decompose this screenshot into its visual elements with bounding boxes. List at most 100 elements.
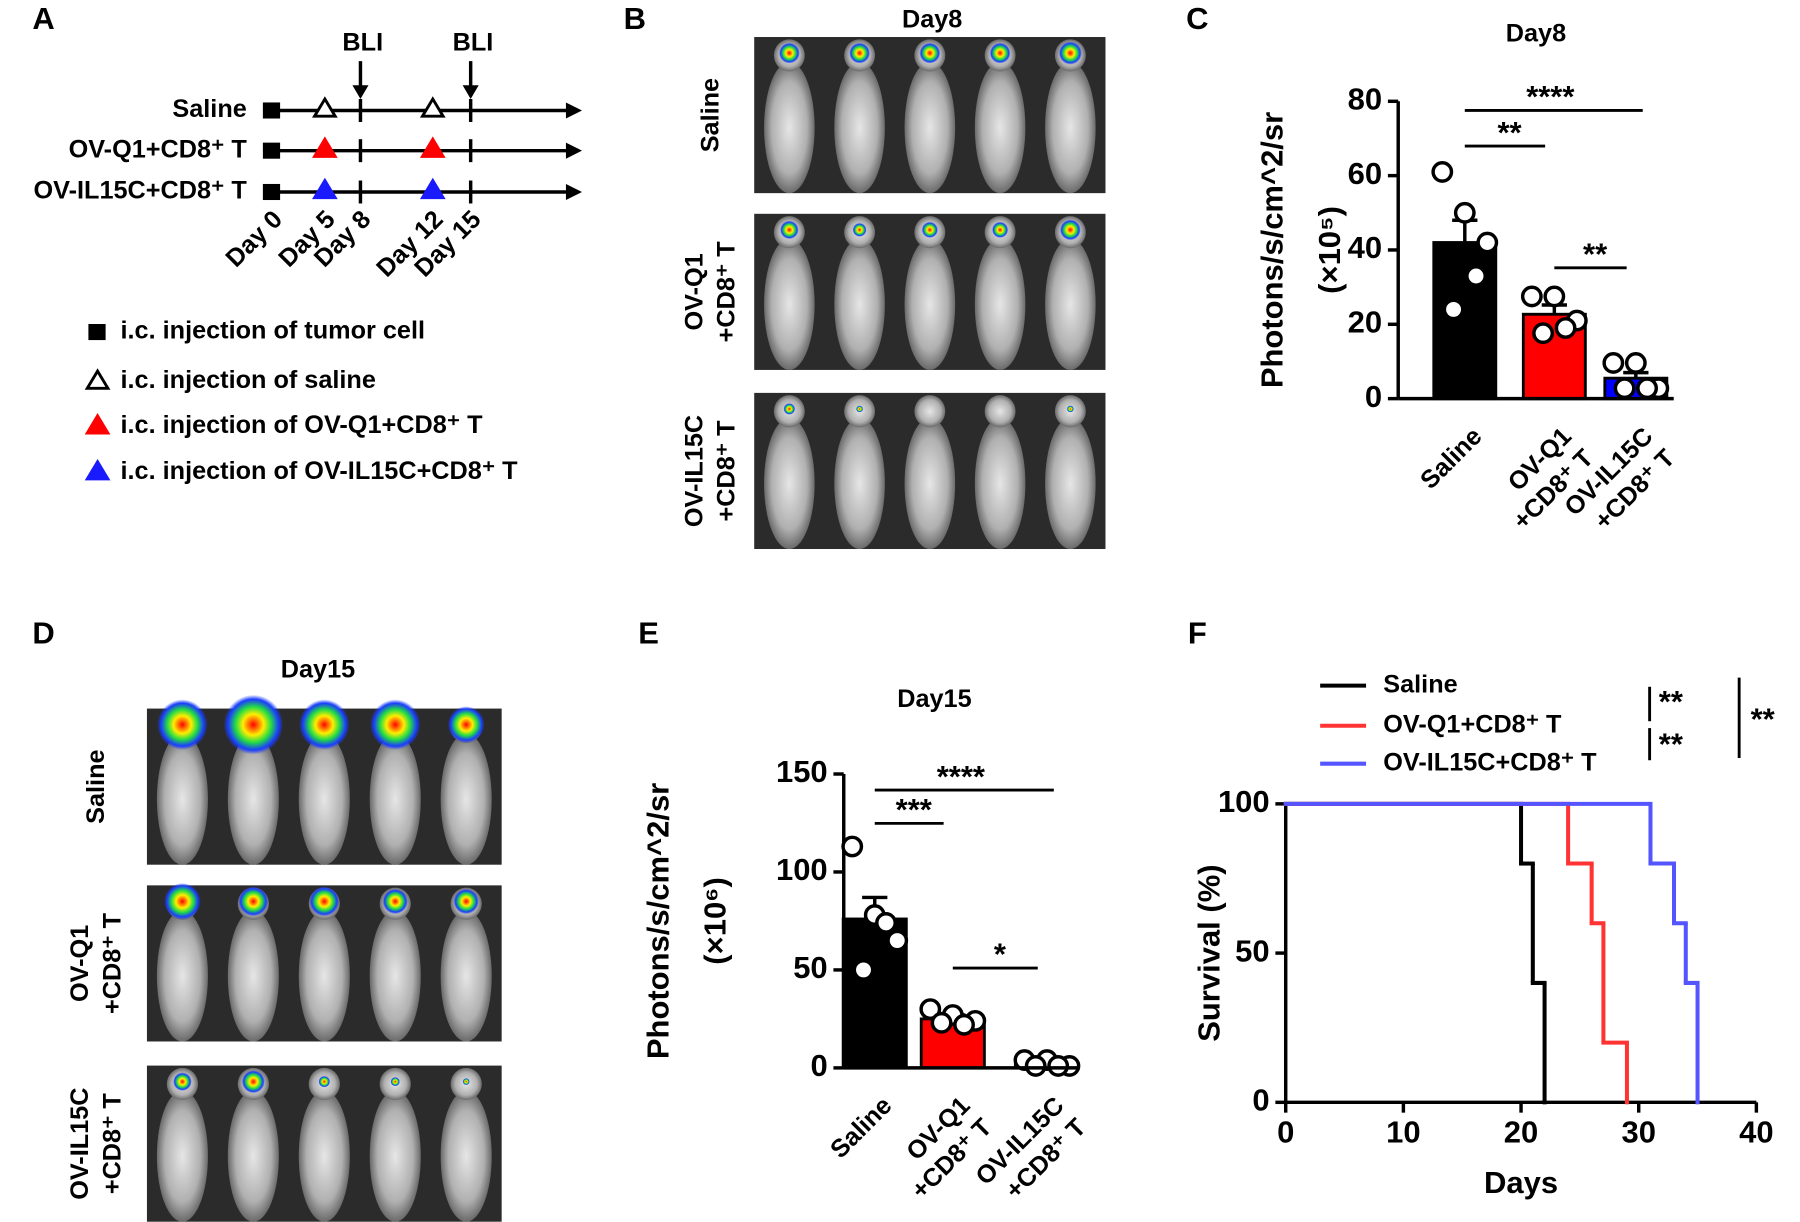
mouse-body <box>904 61 956 194</box>
y-axis-label: Survival (%) <box>1191 864 1226 1041</box>
significance-label: ** <box>1659 684 1684 719</box>
signal <box>462 1078 470 1086</box>
y-axis-label: Photons/s/cm^2/sr <box>640 783 675 1059</box>
signal <box>919 42 941 64</box>
x-axis-label: Days <box>1484 1165 1558 1200</box>
x-tick-label: 0 <box>1277 1115 1294 1150</box>
legend-label: OV-Q1+CD8⁺ T <box>1383 710 1562 738</box>
legend-label: i.c. injection of OV-Q1+CD8⁺ T <box>121 411 484 439</box>
signal <box>173 1072 192 1091</box>
signal <box>1060 219 1081 241</box>
y-tick-label: 80 <box>1348 81 1382 116</box>
group-label: OV-Q1+CD8⁺ T <box>69 135 248 163</box>
data-point <box>919 998 942 1021</box>
mouse-body <box>764 61 815 194</box>
significance-label: ** <box>1583 236 1608 271</box>
signal <box>453 888 479 915</box>
tumor-marker <box>262 142 281 159</box>
signal <box>779 42 800 64</box>
row-label: Saline <box>696 78 724 152</box>
signal <box>318 1075 331 1088</box>
data-point <box>1465 265 1487 287</box>
significance-label: *** <box>896 792 933 827</box>
mouse-body <box>1045 61 1096 194</box>
y-tick-label: 50 <box>793 950 827 985</box>
injection-marker <box>312 96 338 118</box>
day-label: Day 0 <box>220 205 287 272</box>
y-tick-label: 0 <box>810 1048 827 1083</box>
data-point <box>1024 1055 1047 1077</box>
row-label: OV-Q1 <box>66 925 94 1002</box>
x-tick-label: Saline <box>825 1091 897 1163</box>
data-point <box>1442 298 1465 321</box>
signal <box>299 699 350 750</box>
y-tick-label: 60 <box>1348 156 1382 191</box>
y-axis-label: (×10⁶) <box>698 877 733 964</box>
data-point <box>1047 1055 1070 1077</box>
y-tick-label: 50 <box>1235 933 1269 968</box>
timeline-arrowhead <box>565 142 583 159</box>
mouse-body <box>156 1090 208 1222</box>
x-tick-label: 10 <box>1386 1115 1420 1150</box>
chart-title: Day15 <box>897 685 971 713</box>
panel-label: E <box>638 615 659 650</box>
mouse-body <box>369 910 421 1042</box>
y-tick-label: 150 <box>776 754 828 789</box>
timeline-arrowhead <box>565 102 583 119</box>
group-label: Saline <box>172 95 246 123</box>
data-point <box>953 1013 975 1036</box>
mouse-body <box>834 61 885 194</box>
y-tick-label: 100 <box>776 852 828 887</box>
image-title: Day15 <box>281 655 355 683</box>
data-point <box>1476 231 1499 254</box>
panel-label: F <box>1188 615 1207 650</box>
bli-arrowhead <box>462 85 479 100</box>
injection-marker <box>419 96 446 118</box>
signal <box>1058 41 1082 65</box>
legend-label: Saline <box>1383 670 1457 698</box>
mouse-head <box>914 395 946 428</box>
y-tick-label: 0 <box>1365 379 1382 414</box>
data-point <box>1532 322 1554 345</box>
data-point <box>1624 352 1647 374</box>
signal <box>849 42 870 64</box>
signal <box>783 403 796 415</box>
mouse-body <box>227 1090 279 1222</box>
row-label: OV-Q1 <box>680 253 708 330</box>
signal <box>238 886 269 917</box>
signal <box>369 699 421 750</box>
mouse-body <box>298 1090 350 1222</box>
data-point <box>930 1011 953 1034</box>
chart-title: Day8 <box>1506 19 1566 47</box>
row-label: OV-IL15C <box>66 1088 94 1200</box>
mouse-body <box>369 1090 421 1222</box>
y-tick-label: 0 <box>1252 1083 1269 1118</box>
row-label: OV-IL15C <box>680 415 708 527</box>
data-point <box>1554 317 1577 339</box>
mouse-body <box>1045 417 1096 550</box>
mouse-body <box>369 733 421 865</box>
data-point <box>886 929 909 952</box>
legend-label: i.c. injection of tumor cell <box>121 317 425 345</box>
data-point <box>1431 161 1454 183</box>
mouse-body <box>440 1090 492 1222</box>
mouse-body <box>156 733 208 865</box>
x-tick-label: Saline <box>1415 422 1487 494</box>
panel-label: B <box>624 1 646 36</box>
mouse-body <box>834 417 885 550</box>
signal <box>309 886 340 917</box>
injection-marker <box>419 177 446 200</box>
signal <box>241 1070 265 1094</box>
legend-label: i.c. injection of saline <box>121 366 376 394</box>
y-tick-label: 100 <box>1218 784 1270 819</box>
signal <box>992 221 1009 238</box>
mouse-body <box>440 910 492 1042</box>
signal <box>382 888 408 915</box>
signal <box>390 1077 400 1087</box>
mouse-body <box>764 417 815 550</box>
row-label: +CD8⁺ T <box>98 1093 126 1195</box>
legend-marker <box>84 368 111 390</box>
bar <box>1432 241 1498 401</box>
data-point <box>1613 377 1636 400</box>
